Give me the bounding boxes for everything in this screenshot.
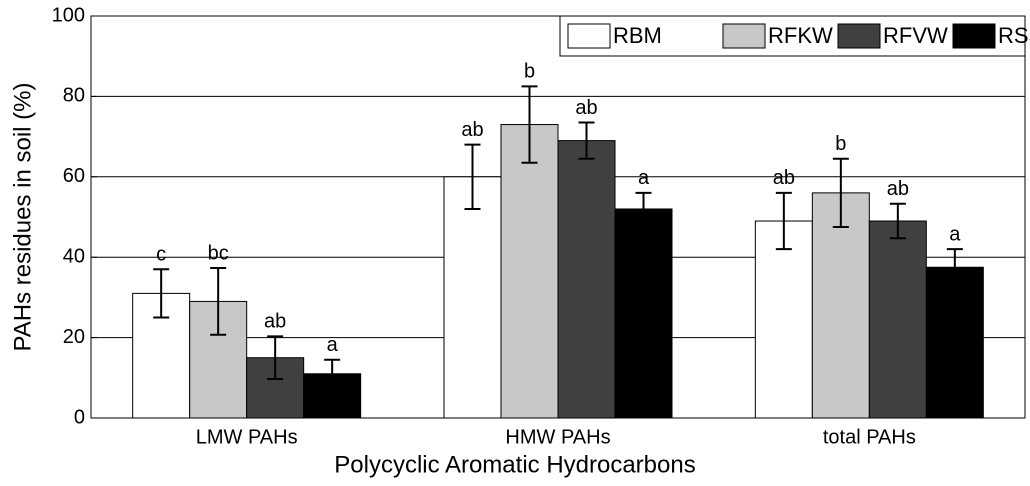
x-tick-label: HMW PAHs: [505, 426, 610, 448]
error-bar: [832, 157, 849, 229]
bar: [557, 140, 616, 419]
x-tick-label: total PAHs: [823, 426, 916, 448]
y-axis-title: PAHs residues in soil (%): [9, 83, 36, 352]
significance-label: a: [949, 223, 961, 245]
x-axis-title: Polycyclic Aromatic Hydrocarbons: [334, 451, 695, 478]
y-tick-label: 40: [63, 245, 85, 267]
legend-swatch: [952, 23, 996, 49]
bar: [500, 124, 559, 419]
significance-label: a: [327, 334, 339, 356]
error-bar: [464, 143, 481, 210]
bar: [443, 176, 502, 419]
legend-swatch: [567, 23, 611, 49]
error-bar: [210, 267, 227, 336]
error-bar: [635, 191, 652, 227]
y-tick-label: 20: [63, 326, 85, 348]
legend-swatch: [722, 23, 766, 49]
error-bar: [775, 191, 792, 251]
y-tick-label: 80: [63, 85, 85, 107]
significance-label: c: [156, 244, 166, 266]
plot-frame: [90, 15, 1026, 419]
error-bar: [578, 121, 595, 160]
error-bar: [521, 85, 538, 164]
legend-label: RFVW: [883, 23, 948, 48]
y-tick-label: 100: [52, 4, 85, 26]
bar: [925, 266, 984, 419]
significance-label: a: [638, 167, 650, 189]
y-tick-label: 0: [74, 406, 85, 428]
legend-box: [559, 15, 1026, 57]
y-tick-label: 60: [63, 165, 85, 187]
significance-label: bc: [208, 242, 229, 264]
significance-label: b: [524, 61, 535, 83]
error-bar: [324, 358, 341, 389]
significance-label: ab: [887, 178, 909, 200]
legend-label: RSS: [998, 23, 1030, 48]
legend-swatch: [837, 23, 881, 49]
error-bar: [153, 268, 170, 319]
significance-label: ab: [773, 167, 795, 189]
error-bar: [946, 248, 963, 287]
legend-label: RFKW: [768, 23, 833, 48]
error-bar: [889, 202, 906, 240]
significance-label: ab: [264, 311, 286, 333]
significance-label: ab: [575, 97, 597, 119]
legend-label: RBM: [613, 23, 662, 48]
bar: [754, 220, 813, 419]
significance-label: ab: [461, 119, 483, 141]
bar: [868, 220, 927, 419]
x-tick-label: LMW PAHs: [196, 426, 298, 448]
bar: [614, 208, 673, 419]
significance-label: b: [835, 133, 846, 155]
error-bar: [267, 335, 284, 381]
